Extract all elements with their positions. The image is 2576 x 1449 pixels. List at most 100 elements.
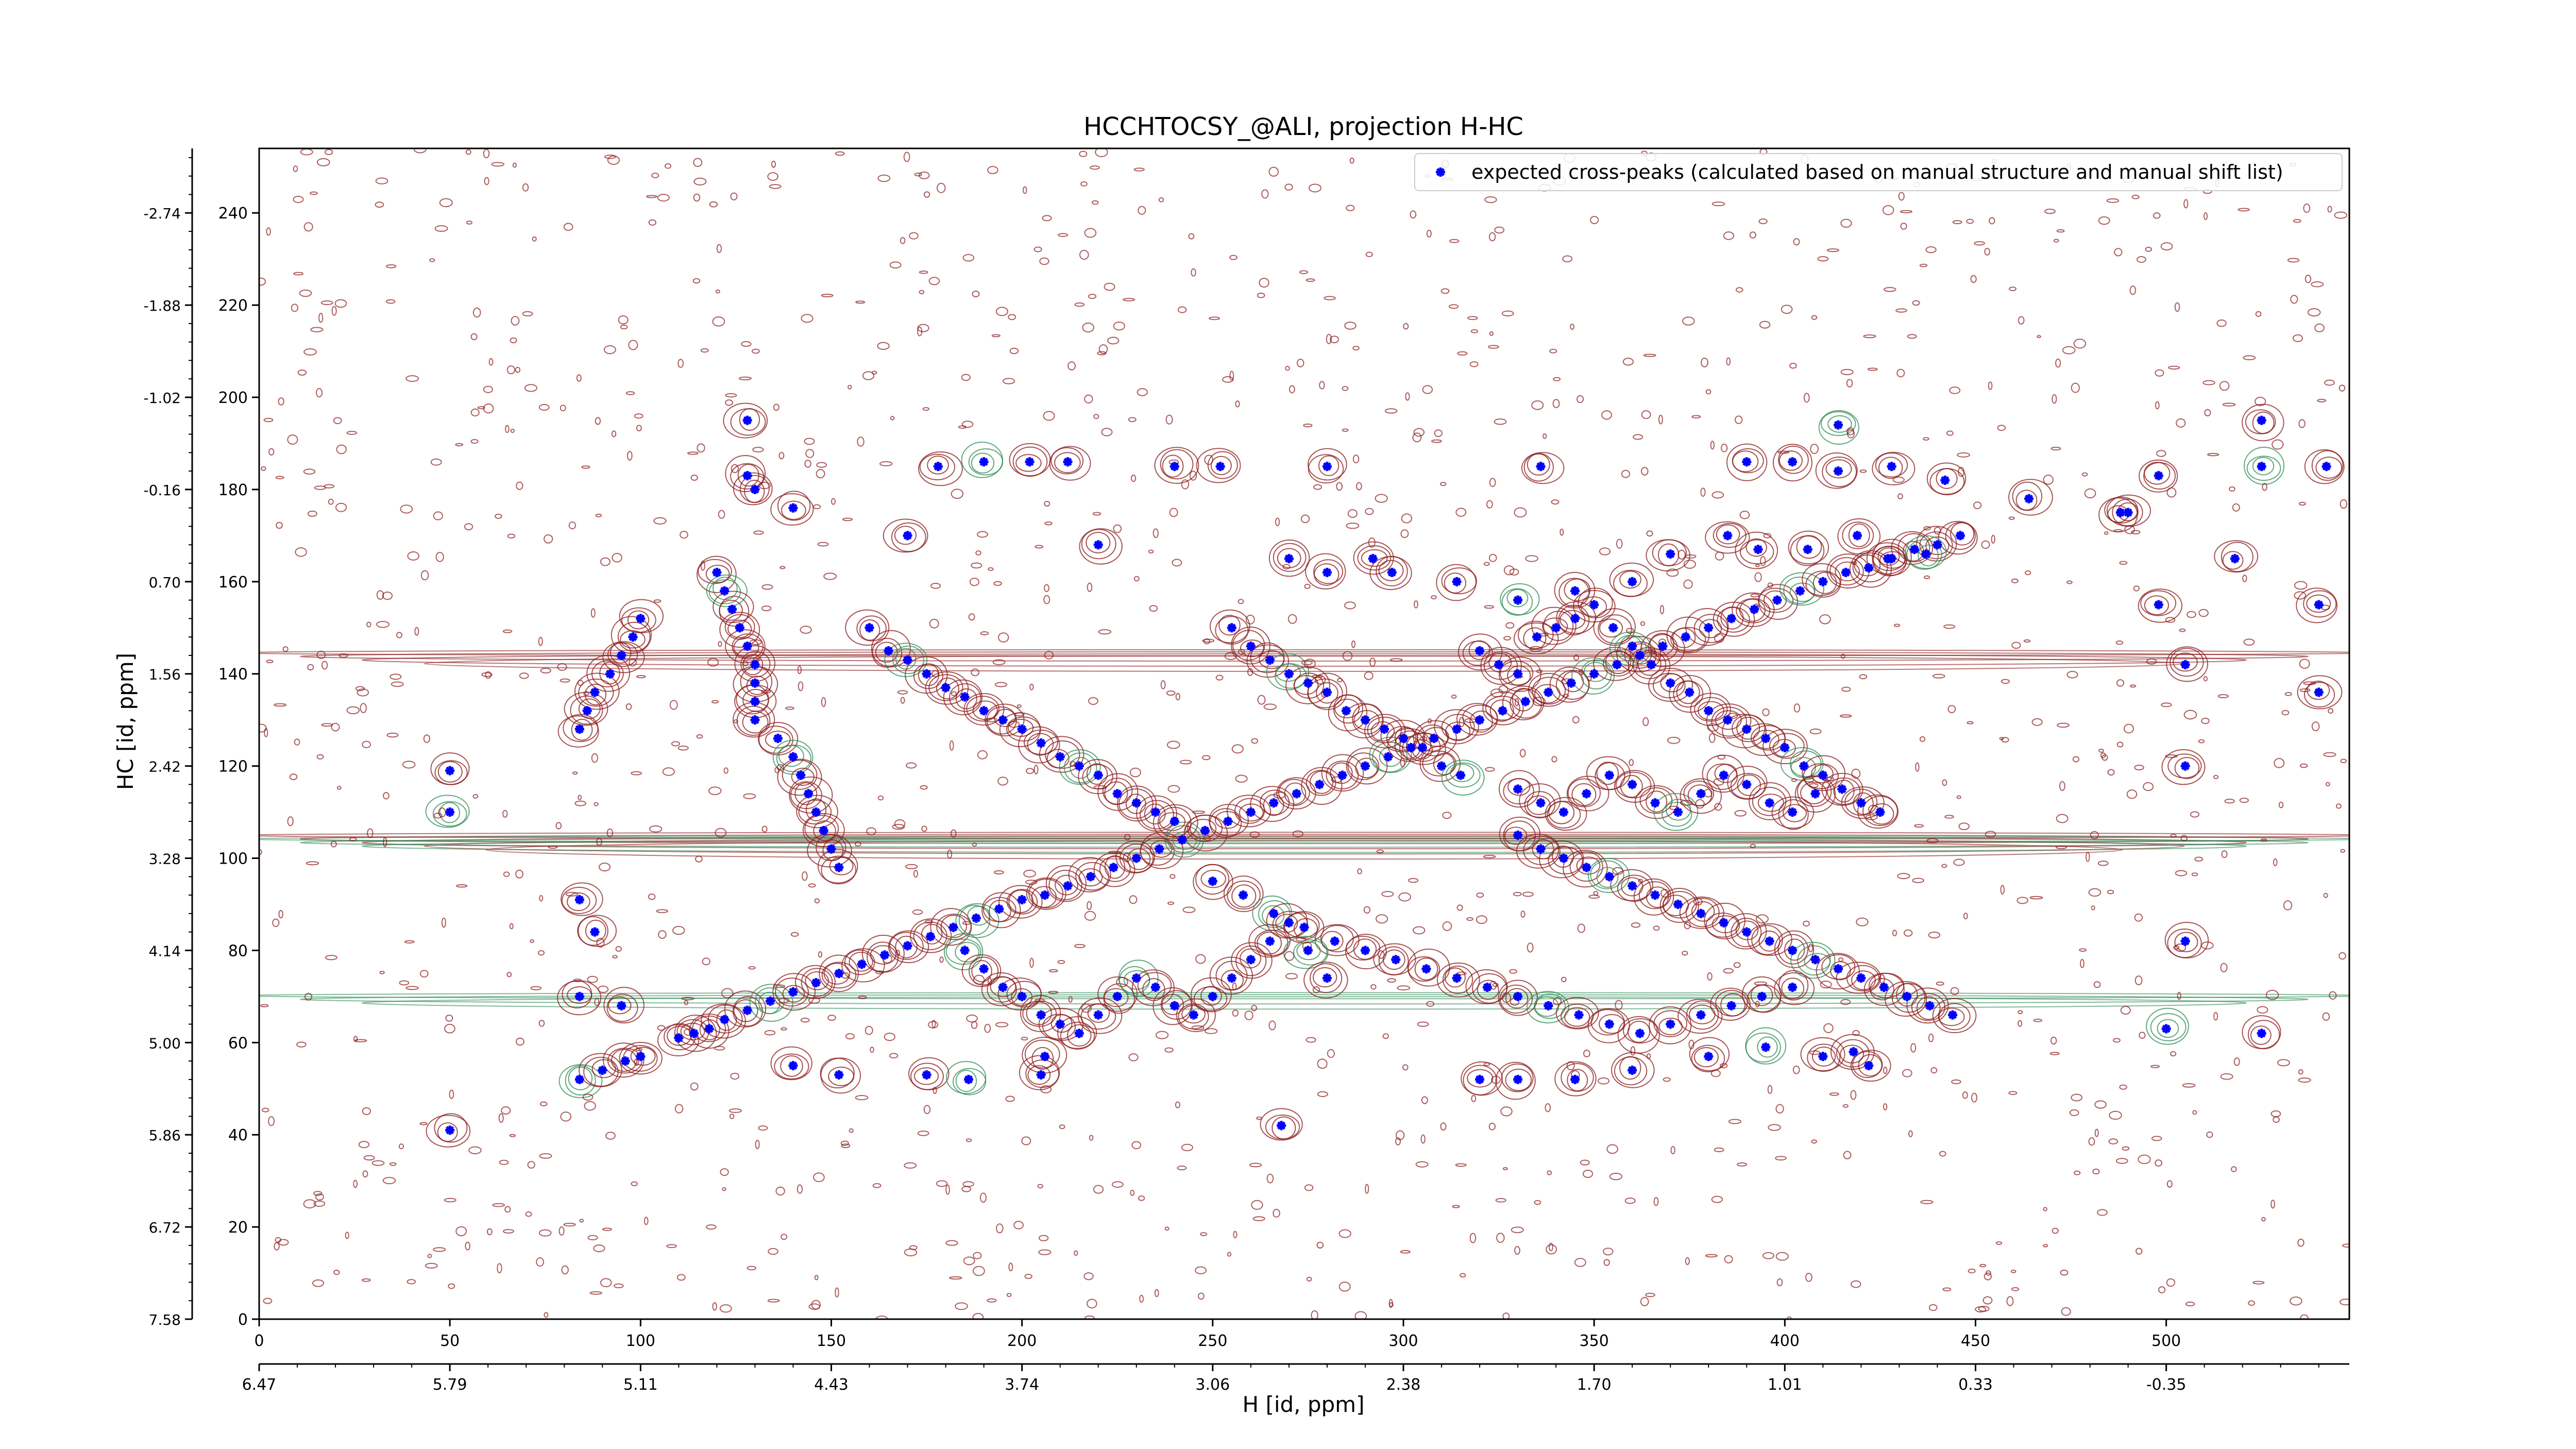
contour-noise: [2044, 208, 2056, 214]
contour-noise: [1514, 507, 1527, 518]
contour-noise: [1452, 1205, 1460, 1208]
contour-noise: [1033, 765, 1039, 774]
contour-noise: [1878, 974, 1885, 984]
contour-noise: [2298, 1077, 2311, 1083]
data-point: [788, 1061, 798, 1071]
contour-ring: [1162, 454, 1184, 478]
contour-noise: [357, 688, 369, 697]
data-point: [1536, 462, 1546, 471]
contour-ring: [1239, 803, 1264, 822]
secondary-x-tick-label: 4.43: [814, 1376, 849, 1394]
contour-ring: [2315, 457, 2343, 479]
contour-noise: [2298, 1069, 2303, 1075]
contour-noise: [1440, 1122, 1447, 1131]
data-point: [1719, 918, 1728, 928]
marker-stroke: [1094, 541, 1103, 549]
contour-noise: [2270, 1200, 2275, 1209]
marker-stroke: [857, 960, 866, 969]
contour-noise: [2094, 1128, 2099, 1137]
contour-noise: [900, 697, 905, 704]
marker-stroke: [1834, 420, 1843, 429]
plot-frame: [258, 147, 2350, 1320]
contour-noise: [1551, 756, 1557, 763]
data-point: [1742, 724, 1752, 734]
contour-noise: [1489, 478, 1496, 487]
contour-noise: [1710, 441, 1715, 450]
contour-ring: [780, 1055, 803, 1077]
marker-stroke: [960, 946, 969, 955]
contour-noise: [716, 244, 722, 253]
data-point: [1475, 1074, 1485, 1084]
contour-noise: [1369, 658, 1376, 667]
contour-noise: [444, 1023, 455, 1034]
contour-noise: [595, 513, 602, 517]
contour-noise: [855, 1094, 869, 1101]
contour-noise: [949, 1276, 962, 1280]
contour-noise: [2252, 1280, 2265, 1285]
contour-noise: [266, 660, 274, 664]
marker-stroke: [575, 992, 584, 1001]
contour-noise: [1811, 315, 1818, 320]
contour-noise: [503, 871, 510, 878]
contour-noise: [1471, 1094, 1477, 1102]
contour-noise: [565, 891, 579, 897]
contour-ring: [1797, 776, 1832, 807]
contour-ring: [739, 475, 770, 503]
marker-stroke: [1284, 669, 1293, 678]
data-point: [1246, 642, 1256, 651]
marker-stroke: [727, 605, 737, 614]
contour-noise: [800, 1018, 810, 1023]
contour-noise: [928, 277, 940, 285]
contour-noise: [2090, 831, 2099, 839]
contour-noise: [477, 406, 485, 410]
contour-band: [362, 653, 2247, 667]
contour-ring: [1467, 1069, 1494, 1088]
contour-ring: [1745, 1027, 1787, 1065]
data-point: [1921, 549, 1931, 559]
contour-noise: [1496, 1233, 1505, 1243]
marker-stroke: [766, 997, 775, 1005]
contour-noise: [361, 1278, 371, 1282]
contour-ring: [2245, 409, 2276, 434]
data-point: [1036, 738, 1046, 748]
contour-noise: [775, 1186, 785, 1196]
contour-noise: [1133, 167, 1145, 172]
contour-ring: [919, 453, 956, 481]
contour-ring: [1304, 553, 1346, 589]
data-point: [1742, 457, 1752, 467]
contour-noise: [300, 148, 313, 156]
contour-noise: [1949, 386, 1961, 394]
contour-ring: [1772, 444, 1812, 482]
contour-noise: [749, 639, 762, 645]
data-point: [582, 706, 592, 716]
y-tick-label: 220: [218, 297, 248, 315]
contour-noise: [2231, 1166, 2237, 1172]
contour-noise: [1245, 614, 1255, 625]
contour-ring: [1506, 588, 1529, 608]
contour-noise: [1413, 428, 1425, 437]
contour-noise: [1930, 1067, 1938, 1074]
contour-noise: [333, 417, 342, 425]
contour-noise: [499, 1159, 509, 1165]
contour-noise: [752, 447, 764, 453]
contour-ring: [1231, 942, 1273, 979]
contour-noise: [1489, 331, 1494, 336]
contour-noise: [1079, 249, 1089, 260]
marker-stroke: [1452, 577, 1461, 586]
contour-noise: [1455, 508, 1467, 517]
data-point: [689, 1029, 699, 1038]
contour-ring: [1863, 972, 1905, 1006]
contour-noise: [995, 1022, 1009, 1027]
contour-noise: [2122, 1146, 2130, 1151]
marker-stroke: [735, 624, 744, 632]
contour-noise: [2202, 380, 2215, 385]
contour-noise: [1456, 904, 1463, 911]
secondary-y-tick-label: 7.58: [149, 1311, 181, 1328]
contour-noise: [973, 974, 985, 985]
contour-ring: [1038, 1007, 1084, 1041]
contour-noise: [599, 863, 611, 872]
contour-noise: [484, 177, 489, 186]
data-point: [704, 1024, 714, 1034]
marker-stroke: [1025, 458, 1034, 466]
contour-noise: [1022, 186, 1027, 194]
